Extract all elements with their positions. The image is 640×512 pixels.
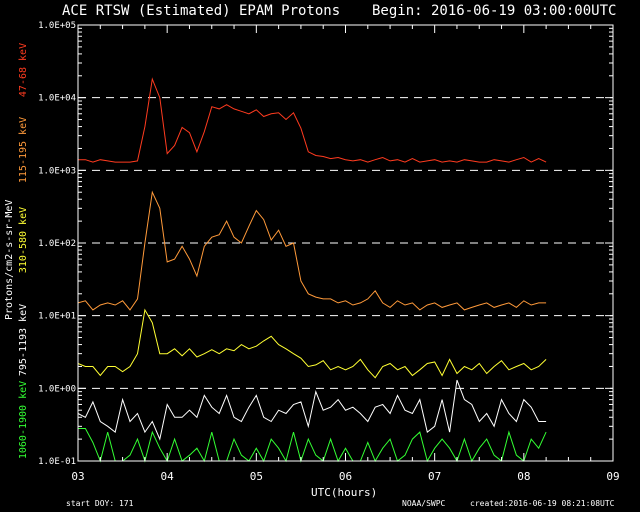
y-tick-label: 1.0E-01 <box>38 457 76 467</box>
x-tick-label: 09 <box>606 470 619 483</box>
x-tick-label: 07 <box>428 470 441 483</box>
channel-label-3: 795-1193 keV <box>18 304 29 376</box>
y-tick-label: 1.0E+04 <box>38 94 76 104</box>
y-tick-label: 1.0E+03 <box>38 166 76 176</box>
created-time: created:2016-06-19 08:21:08UTC <box>470 499 615 508</box>
x-tick-label: 06 <box>339 470 352 483</box>
series-line-1 <box>77 190 547 311</box>
channel-label-1: 115-195 keV <box>18 117 29 183</box>
series-line-4 <box>78 428 547 463</box>
y-tick-label: 1.0E+00 <box>38 384 76 394</box>
source-label: NOAA/SWPC <box>402 499 446 508</box>
channel-label-0: 47-68 keV <box>18 43 29 97</box>
y-tick-label: 1.0E+05 <box>38 21 76 31</box>
x-tick-label: 04 <box>161 470 175 483</box>
series-line-3 <box>77 379 547 441</box>
start-doy: start DOY: 171 <box>66 499 134 508</box>
y-axis-label: Protons/cm2-s-sr-MeV <box>4 200 15 320</box>
series-line-2 <box>77 308 547 379</box>
channel-label-2: 310-580 keV <box>18 207 29 273</box>
chart-begin-time: Begin: 2016-06-19 03:00:00UTC <box>372 3 616 19</box>
axis-ticks: 1.0E-01 1.0E+00 1.0E+01 1.0E+02 1.0E+03 1.0E+… <box>38 21 620 483</box>
x-tick-label: 08 <box>517 470 530 483</box>
y-tick-label: 1.0E+02 <box>38 239 76 249</box>
y-tick-label: 1.0E+01 <box>38 312 76 322</box>
x-tick-label: 03 <box>71 470 84 483</box>
series-group <box>77 77 547 463</box>
chart-title: ACE RTSW (Estimated) EPAM Protons <box>62 3 340 19</box>
channel-label-4: 1060-1900 keV <box>18 381 29 459</box>
x-axis-label: UTC(hours) <box>311 486 377 499</box>
channel-labels: 47-68 keV 115-195 keV 310-580 keV 795-1193 … <box>18 43 29 459</box>
x-tick-label: 05 <box>250 470 263 483</box>
series-line-0 <box>78 77 547 163</box>
grid-lines <box>78 97 613 389</box>
